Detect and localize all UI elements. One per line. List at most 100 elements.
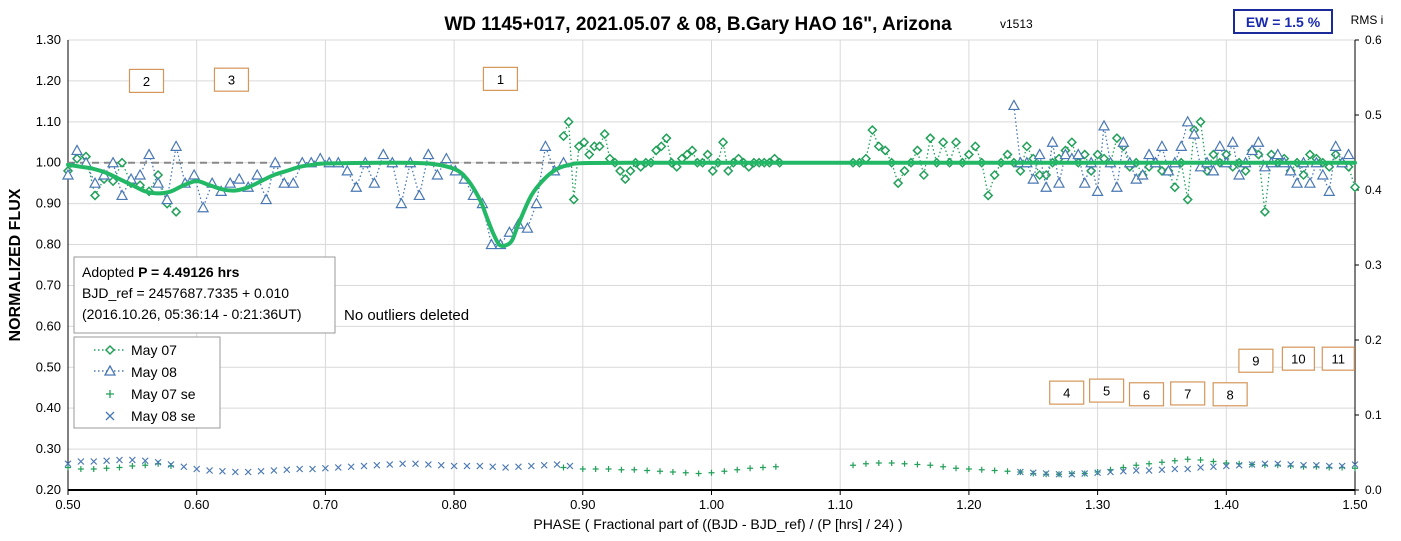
data-point-x	[1145, 467, 1153, 474]
data-point-x	[1287, 461, 1295, 468]
data-point-diamond	[1195, 116, 1206, 127]
y-tick-label: 0.90	[36, 196, 61, 211]
data-point-plus	[1004, 468, 1011, 475]
data-point-x	[206, 467, 213, 474]
dip-label-4: 4	[1049, 380, 1085, 405]
data-point-diamond	[702, 149, 713, 160]
y2-tick-label: 0.5	[1365, 108, 1382, 122]
x-tick-label: 1.50	[1342, 497, 1367, 512]
data-point-x	[270, 467, 278, 474]
data-point-x	[412, 460, 419, 468]
data-point-triangle	[1213, 140, 1226, 151]
data-point-diamond	[625, 165, 636, 176]
data-point-plus	[708, 469, 715, 476]
data-point-plus	[142, 462, 149, 469]
data-point-x	[154, 458, 162, 466]
data-point-diamond	[1092, 149, 1103, 160]
data-point-plus	[644, 467, 651, 474]
data-point-plus	[103, 465, 110, 472]
data-point-triangle	[233, 172, 246, 184]
dip-label-box	[1238, 348, 1274, 373]
dip-label-text: 5	[1103, 384, 1110, 399]
data-point-plus	[747, 465, 754, 472]
data-point-diamond	[671, 161, 682, 172]
version-tag: v1513	[1000, 17, 1033, 31]
data-point-x	[180, 463, 188, 471]
data-point-x	[1210, 463, 1217, 471]
data-point-triangle	[89, 176, 102, 188]
data-point-x	[244, 468, 252, 476]
dip-label-text: 7	[1184, 386, 1191, 401]
data-point-x	[502, 464, 510, 471]
data-point-x	[116, 456, 123, 464]
dip-label-text: 6	[1143, 387, 1150, 402]
data-point-plus	[129, 463, 136, 469]
x-tick-label: 0.80	[441, 497, 466, 512]
data-point-diamond	[1349, 182, 1361, 193]
data-point-plus	[682, 469, 689, 476]
data-point-x	[141, 457, 149, 465]
legend-entry-may08: May 08	[94, 364, 177, 380]
dip-label-10: 10	[1281, 346, 1315, 371]
dip-label-text: 1	[497, 72, 504, 87]
data-point-plus	[1133, 462, 1140, 469]
y-tick-label: 0.40	[36, 400, 61, 415]
data-point-triangle	[170, 140, 183, 151]
data-point-diamond	[594, 141, 605, 152]
data-point-x	[424, 461, 432, 468]
data-point-triangle	[1207, 164, 1220, 176]
data-point-diamond	[1041, 169, 1052, 181]
data-point-x	[321, 464, 329, 472]
data-point-plus	[657, 468, 664, 475]
y2-tick-label: 0.1	[1365, 408, 1382, 422]
data-point-diamond	[573, 141, 584, 152]
dip-label-11: 11	[1321, 346, 1355, 371]
data-point-triangle	[1040, 181, 1053, 192]
data-point-x	[463, 462, 471, 470]
dip-label-text: 2	[143, 74, 150, 89]
data-point-triangle	[1117, 136, 1130, 147]
data-point-x	[128, 456, 136, 464]
data-point-triangle	[1136, 168, 1149, 180]
dip-label-text: 10	[1291, 352, 1305, 367]
data-point-triangle	[395, 197, 408, 209]
data-point-x	[64, 460, 72, 468]
dip-label-box	[482, 66, 519, 91]
legend-label-may07: May 07	[131, 342, 177, 358]
data-point-triangle	[107, 156, 120, 168]
y-tick-label: 0.60	[36, 318, 61, 333]
data-point-plus	[1120, 464, 1127, 471]
data-point-diamond	[983, 190, 994, 201]
y2-tick-label: 0.2	[1365, 333, 1382, 347]
data-point-plus	[772, 463, 779, 470]
dip-label-box	[1089, 378, 1125, 403]
y2-tick-label: 0.6	[1365, 33, 1382, 47]
data-point-triangle	[1175, 140, 1188, 151]
data-point-diamond	[1169, 182, 1180, 193]
data-point-triangle	[1162, 164, 1175, 176]
data-point-diamond	[970, 141, 981, 152]
data-point-triangle	[539, 140, 552, 151]
data-point-triangle	[152, 176, 165, 188]
data-point-triangle	[1033, 148, 1046, 160]
x-tick-label: 1.10	[828, 497, 853, 512]
data-point-triangle	[431, 168, 444, 180]
data-point-diamond	[558, 131, 569, 142]
data-point-diamond	[938, 137, 949, 148]
info-line-2: BJD_ref = 2457687.7335 + 0.010	[82, 285, 289, 301]
data-point-x	[1132, 467, 1140, 474]
data-point-triangle	[377, 148, 390, 160]
dip-label-7: 7	[1170, 381, 1206, 406]
data-point-diamond	[707, 165, 718, 176]
y-tick-label: 1.00	[36, 155, 61, 170]
data-point-plus	[77, 466, 84, 472]
data-point-plus	[734, 466, 741, 473]
data-point-diamond	[71, 153, 83, 164]
dip-label-9: 9	[1238, 348, 1274, 373]
data-point-plus	[953, 465, 960, 472]
data-point-triangle	[440, 152, 453, 164]
data-point-x	[309, 465, 316, 473]
data-point-x	[450, 462, 458, 470]
data-point-triangle	[1007, 99, 1020, 111]
ew-box	[1233, 9, 1333, 34]
